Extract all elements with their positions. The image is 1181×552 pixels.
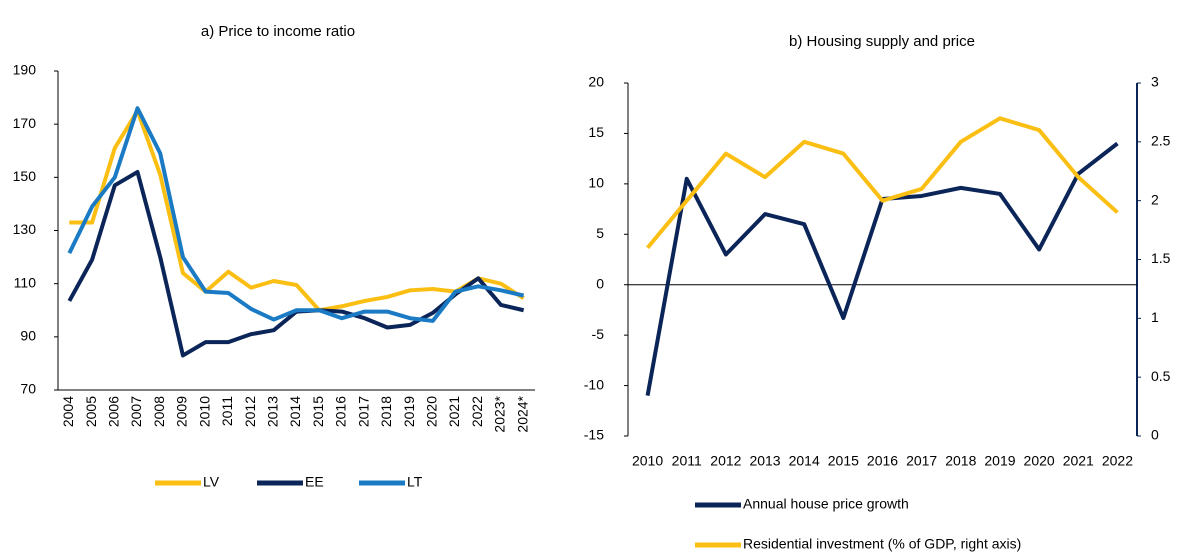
x-tick-label: 2022 xyxy=(469,396,485,427)
y2-tick-label: 2.5 xyxy=(1151,133,1171,149)
x-tick-label: 2012 xyxy=(710,453,741,469)
x-tick-label: 2005 xyxy=(83,396,99,427)
legend-label: Residential investment (% of GDP, right … xyxy=(743,536,1021,552)
x-tick-label: 2017 xyxy=(355,396,371,427)
x-tick-label: 2021 xyxy=(1063,453,1094,469)
x-tick-label: 2010 xyxy=(632,453,663,469)
x-tick-label: 2018 xyxy=(378,396,394,427)
legend-label: Annual house price growth xyxy=(743,496,909,512)
x-tick-label: 2020 xyxy=(1024,453,1055,469)
legend-label: LV xyxy=(203,474,220,490)
y-tick-label: 10 xyxy=(588,175,604,191)
x-tick-label: 2024* xyxy=(514,395,530,432)
y-tick-label: -10 xyxy=(584,376,604,392)
y2-tick-label: 1 xyxy=(1151,309,1159,325)
x-tick-label: 2017 xyxy=(906,453,937,469)
x-tick-label: 2014 xyxy=(789,453,820,469)
y-tick-label: 90 xyxy=(20,328,36,344)
series-line xyxy=(646,116,1119,250)
y2-tick-label: 0 xyxy=(1151,427,1159,443)
y-tick-label: 170 xyxy=(13,115,37,131)
y-tick-label: 190 xyxy=(13,62,37,78)
x-tick-label: 2011 xyxy=(672,453,702,469)
chart-title: b) Housing supply and price xyxy=(789,33,975,50)
x-tick-label: 2015 xyxy=(310,396,326,427)
x-tick-label: 2010 xyxy=(196,396,212,427)
x-tick-label: 2006 xyxy=(105,396,121,427)
y2-tick-label: 0.5 xyxy=(1151,368,1171,384)
x-tick-label: 2016 xyxy=(867,453,898,469)
x-tick-label: 2023* xyxy=(492,395,508,432)
x-tick-label: 2014 xyxy=(287,396,303,427)
x-tick-label: 2021 xyxy=(446,396,462,427)
y-tick-label: 15 xyxy=(588,124,604,140)
x-tick-label: 2011 xyxy=(219,396,235,426)
x-tick-label: 2004 xyxy=(60,396,76,427)
x-tick-label: 2008 xyxy=(151,396,167,427)
x-tick-label: 2019 xyxy=(984,453,1015,469)
y-tick-label: 5 xyxy=(596,225,604,241)
x-tick-label: 2015 xyxy=(828,453,859,469)
series-line xyxy=(67,106,525,323)
y-tick-label: -15 xyxy=(584,427,604,443)
y-tick-label: 70 xyxy=(20,381,36,397)
y-tick-label: 0 xyxy=(596,275,604,291)
legend-label: LT xyxy=(407,474,423,490)
y-tick-label: -5 xyxy=(592,326,605,342)
y-tick-label: 150 xyxy=(13,168,37,184)
y2-tick-label: 2 xyxy=(1151,191,1159,207)
x-tick-label: 2019 xyxy=(401,396,417,427)
x-tick-label: 2007 xyxy=(128,396,144,427)
series-line xyxy=(69,108,525,313)
x-tick-label: 2013 xyxy=(749,453,780,469)
y-tick-label: 110 xyxy=(14,274,37,290)
y-tick-label: 20 xyxy=(588,74,604,90)
y2-tick-label: 1.5 xyxy=(1151,250,1171,266)
x-tick-label: 2020 xyxy=(423,396,439,427)
x-tick-label: 2012 xyxy=(242,396,258,427)
series-line xyxy=(645,141,1119,397)
x-tick-label: 2016 xyxy=(333,396,349,427)
y2-tick-label: 3 xyxy=(1151,74,1159,90)
x-tick-label: 2022 xyxy=(1102,453,1133,469)
legend-label: EE xyxy=(305,474,324,490)
chart-title: a) Price to income ratio xyxy=(201,23,355,40)
x-tick-label: 2013 xyxy=(264,396,280,427)
x-tick-label: 2018 xyxy=(945,453,976,469)
x-tick-label: 2009 xyxy=(174,396,190,427)
series-line xyxy=(67,170,525,358)
y-tick-label: 130 xyxy=(13,221,37,237)
